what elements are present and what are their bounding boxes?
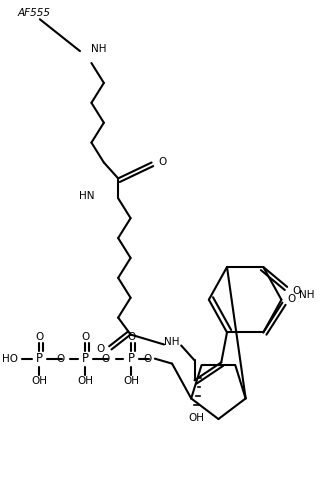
Text: O: O bbox=[97, 344, 105, 354]
Text: P: P bbox=[82, 352, 89, 365]
Text: O: O bbox=[158, 158, 167, 168]
Text: O: O bbox=[56, 354, 64, 364]
Text: O: O bbox=[35, 332, 44, 342]
Text: P: P bbox=[127, 352, 134, 365]
Text: NH: NH bbox=[164, 337, 179, 347]
Text: OH: OH bbox=[77, 376, 93, 386]
Text: O: O bbox=[144, 354, 152, 364]
Text: OH: OH bbox=[31, 376, 48, 386]
Text: O: O bbox=[292, 286, 300, 296]
Text: NH: NH bbox=[91, 44, 107, 54]
Text: O: O bbox=[287, 293, 295, 303]
Text: O: O bbox=[102, 354, 110, 364]
Text: NH: NH bbox=[299, 290, 314, 300]
Text: HN: HN bbox=[79, 191, 94, 201]
Text: AF555: AF555 bbox=[18, 8, 51, 18]
Text: P: P bbox=[36, 352, 43, 365]
Text: O: O bbox=[81, 332, 89, 342]
Text: O: O bbox=[127, 332, 135, 342]
Text: HO: HO bbox=[2, 354, 18, 364]
Text: OH: OH bbox=[189, 413, 205, 423]
Text: OH: OH bbox=[123, 376, 139, 386]
